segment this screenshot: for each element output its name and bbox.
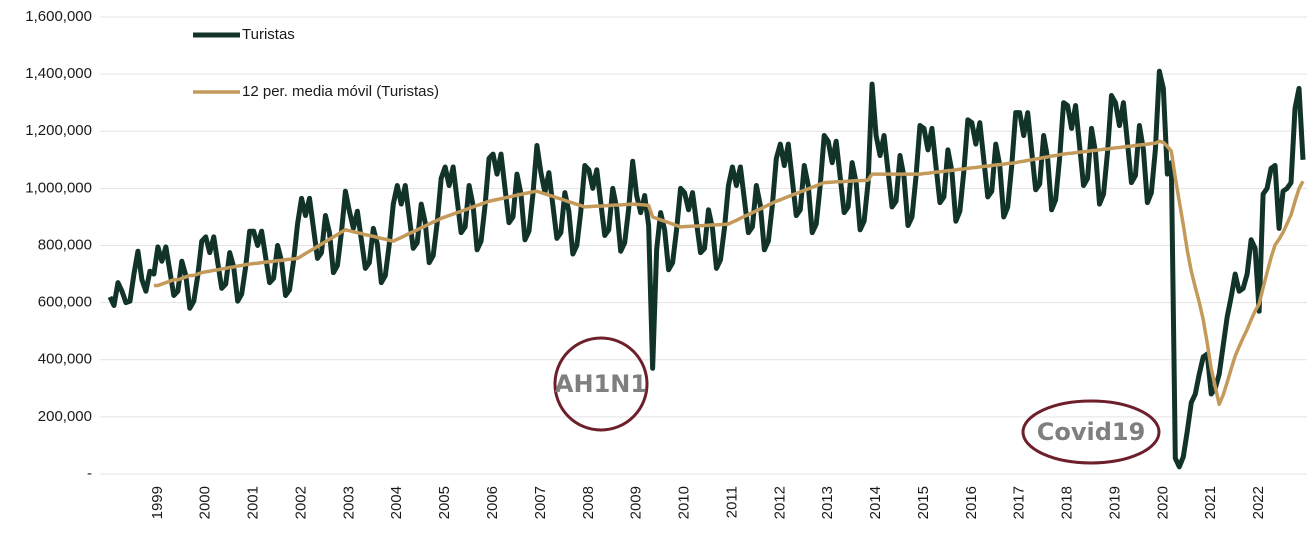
x-tick-label: 2020 xyxy=(1154,486,1171,519)
legend-label: 12 per. media móvil (Turistas) xyxy=(242,83,439,100)
y-tick-label: - xyxy=(87,465,92,482)
x-tick-label: 2010 xyxy=(676,486,693,519)
x-tick-label: 2019 xyxy=(1106,486,1123,519)
x-tick-label: 2018 xyxy=(1059,486,1076,519)
legend-label: Turistas xyxy=(242,26,295,43)
x-tick-label: 2001 xyxy=(245,486,262,519)
x-tick-label: 2003 xyxy=(340,486,357,519)
series-line xyxy=(107,68,1306,470)
plot-area xyxy=(107,68,1306,470)
x-tick-label: 2012 xyxy=(771,486,788,519)
x-tick-label: 2011 xyxy=(723,486,740,518)
annotation-circle xyxy=(553,336,649,432)
annotation: AH1N1 xyxy=(555,370,647,398)
series-line xyxy=(153,139,1305,407)
x-tick-label: 2017 xyxy=(1011,486,1028,519)
x-tick-label: 2015 xyxy=(915,486,932,519)
x-tick-label: 2004 xyxy=(388,486,405,519)
x-tick-label: 2022 xyxy=(1250,486,1267,519)
y-tick-label: 600,000 xyxy=(38,294,92,311)
x-tick-label: 2014 xyxy=(867,486,884,519)
y-tick-label: 1,600,000 xyxy=(25,8,92,25)
annotation-ellipse xyxy=(1021,399,1161,465)
x-tick-label: 2006 xyxy=(484,486,501,519)
x-tick-label: 2002 xyxy=(292,486,309,519)
x-tick-label: 2005 xyxy=(436,486,453,519)
y-tick-label: 1,000,000 xyxy=(25,179,92,196)
y-tick-label: 400,000 xyxy=(38,351,92,368)
x-tick-label: 2021 xyxy=(1202,486,1219,519)
y-tick-label: 800,000 xyxy=(38,236,92,253)
annotation: Covid19 xyxy=(1037,418,1146,446)
x-tick-label: 1999 xyxy=(149,486,166,519)
y-tick-label: 200,000 xyxy=(38,408,92,425)
x-tick-label: 2009 xyxy=(628,486,645,519)
x-tick-label: 2013 xyxy=(819,486,836,519)
x-tick-label: 2000 xyxy=(197,486,214,519)
x-tick-label: 2008 xyxy=(580,486,597,519)
y-tick-label: 1,400,000 xyxy=(25,65,92,82)
x-tick-label: 2016 xyxy=(963,486,980,519)
x-tick-label: 2007 xyxy=(532,486,549,519)
y-tick-label: 1,200,000 xyxy=(25,122,92,139)
